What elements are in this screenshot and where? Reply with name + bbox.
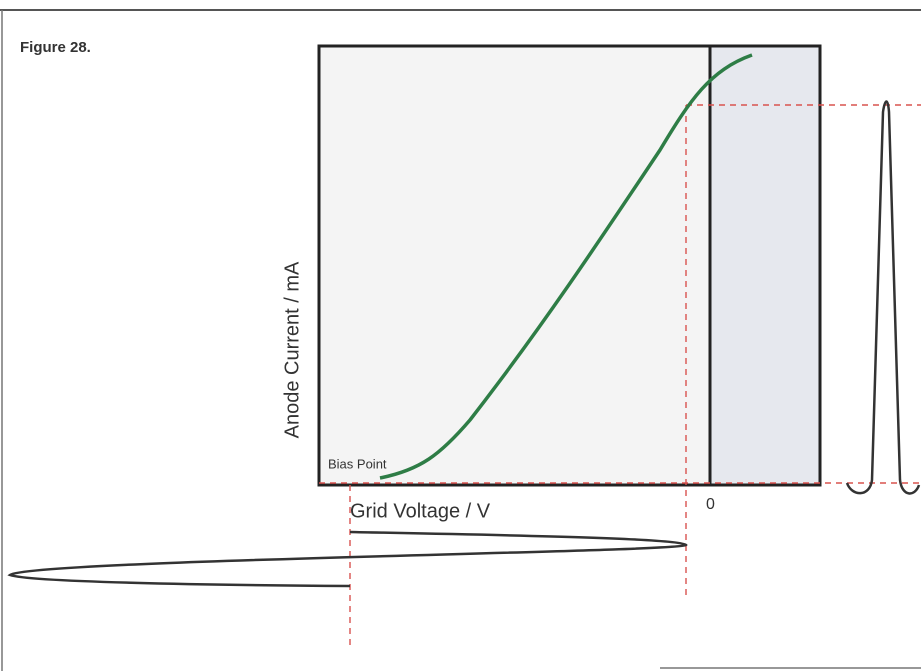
y-axis-label: Anode Current / mA bbox=[281, 261, 303, 438]
transfer-curve bbox=[379, 53, 753, 480]
output-waveform bbox=[845, 100, 921, 495]
figure-label: Figure 28. bbox=[20, 39, 91, 56]
zero-label: 0 bbox=[706, 496, 715, 513]
input-waveform bbox=[7, 530, 688, 588]
bias-label: Bias Point bbox=[328, 456, 387, 471]
positive-grid-region bbox=[710, 46, 820, 485]
plot-frame bbox=[317, 44, 822, 487]
x-axis-label: Grid Voltage / V bbox=[350, 500, 491, 522]
